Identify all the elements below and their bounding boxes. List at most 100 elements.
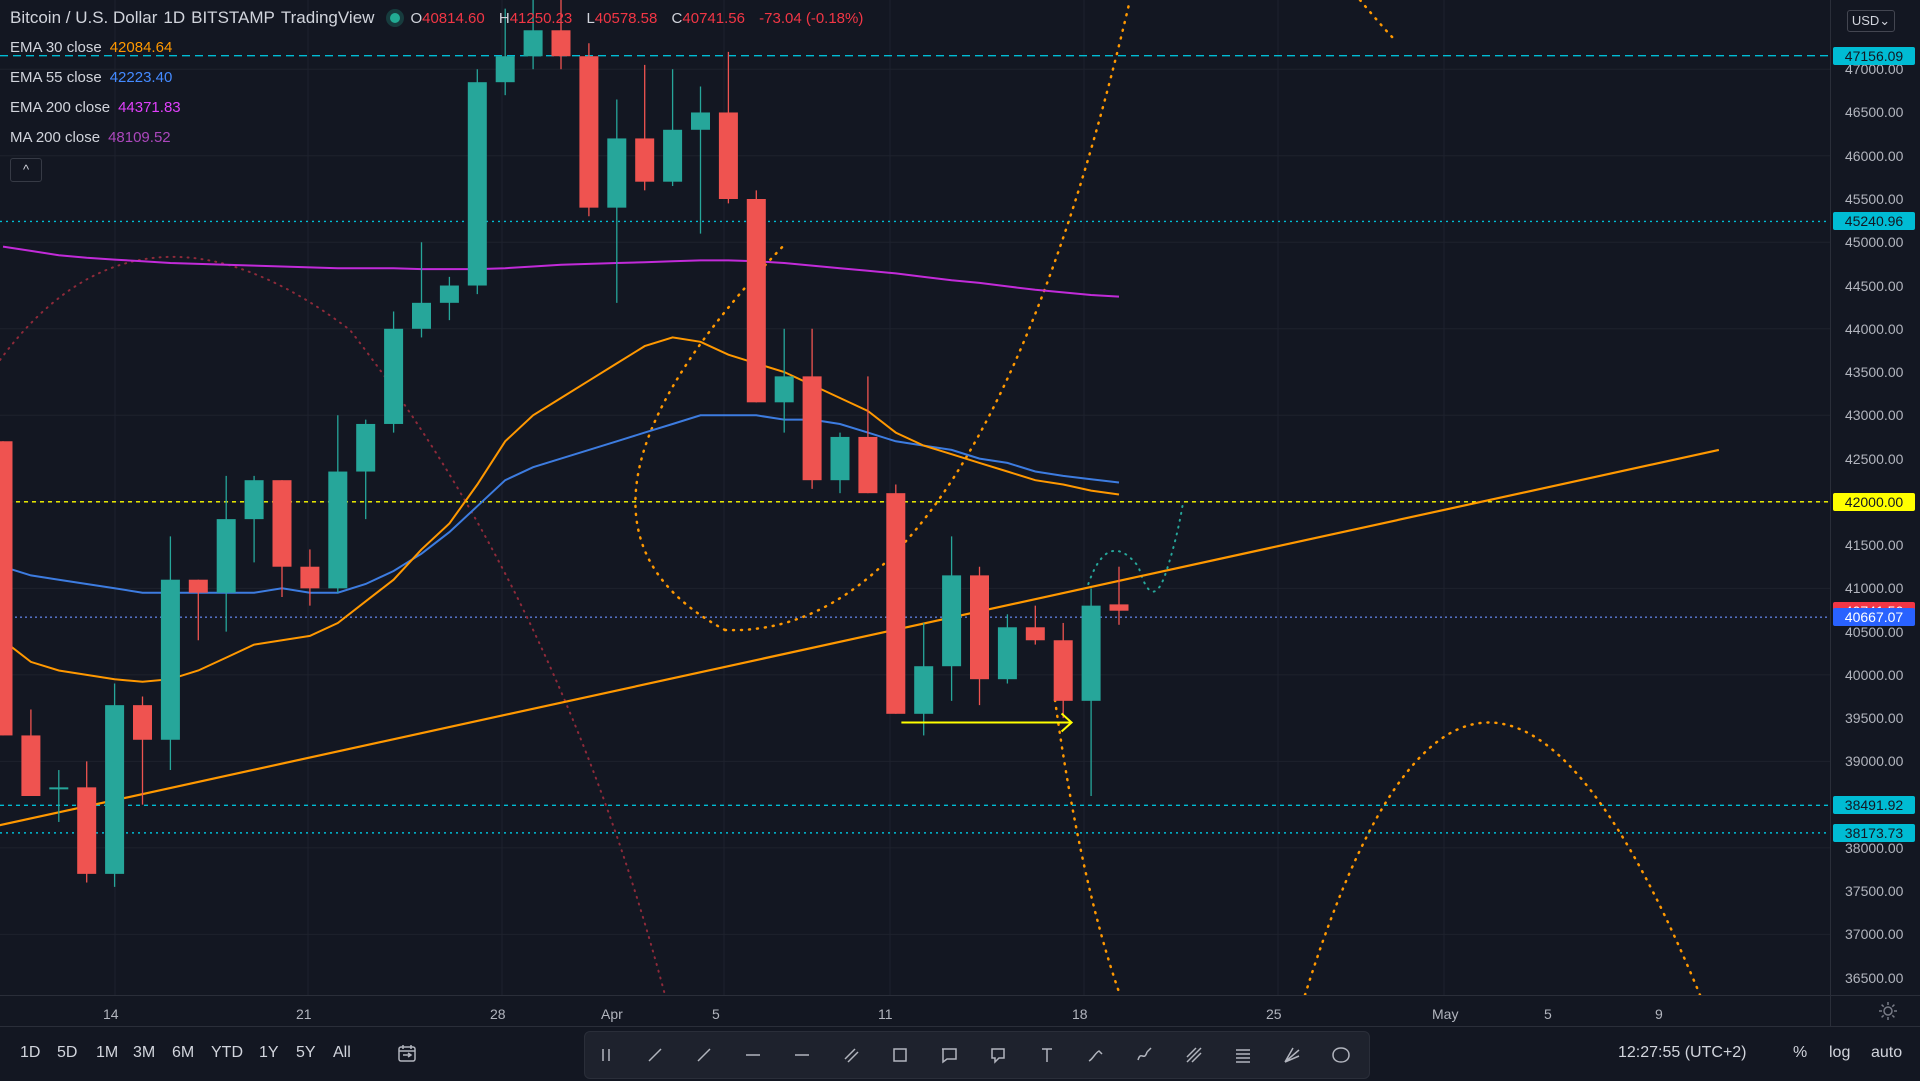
chart-pane[interactable]: Bitcoin / U.S. Dollar 1D BITSTAMP Tradin…	[0, 0, 1830, 995]
callout-icon[interactable]	[932, 1038, 966, 1072]
candle-body	[1081, 605, 1101, 701]
dotted-arc-drawing	[1303, 721, 1702, 995]
currency-label: USD	[1851, 13, 1880, 28]
price-tick-label: 42500.00	[1845, 450, 1904, 467]
horizontal-ray-icon[interactable]	[736, 1038, 770, 1072]
candle-body	[1025, 627, 1045, 641]
time-tick-label: 18	[1072, 1006, 1088, 1022]
price-tick-label: 39500.00	[1845, 710, 1904, 727]
candle-body	[830, 436, 850, 481]
price-chart[interactable]	[0, 0, 1830, 995]
time-tick-label: May	[1432, 1006, 1459, 1022]
text-icon[interactable]	[1030, 1038, 1064, 1072]
comment-icon[interactable]	[981, 1038, 1015, 1072]
price-tick-label: 40500.00	[1845, 623, 1904, 640]
candle-body	[886, 493, 906, 714]
gann-fan-icon[interactable]	[1275, 1038, 1309, 1072]
dotted-arc-drawing	[0, 255, 666, 995]
price-level-badge: 45240.96	[1833, 212, 1915, 231]
time-axis[interactable]: 14 21 28 Apr 5 11 18 25 May 5 9	[0, 995, 1830, 1026]
price-axis[interactable]: 47000.00 46500.00 46000.00 45500.00 45000.00…	[1830, 0, 1920, 995]
candle-body	[970, 575, 989, 680]
symbol-title-row: Bitcoin / U.S. Dollar 1D BITSTAMP Tradin…	[10, 8, 879, 28]
chart-legend: Bitcoin / U.S. Dollar 1D BITSTAMP Tradin…	[10, 8, 879, 182]
currency-selector[interactable]: USD⌄	[1847, 10, 1895, 32]
candle-body	[412, 302, 431, 329]
low-value: 40578.58	[594, 9, 658, 27]
candle-body	[774, 376, 794, 403]
rectangle-icon[interactable]	[883, 1038, 917, 1072]
fib-levels-icon[interactable]	[1226, 1038, 1260, 1072]
clock[interactable]: 12:27:55 (UTC+2)	[1618, 1044, 1747, 1061]
price-tick-label: 40000.00	[1845, 666, 1904, 683]
time-tick-label: 28	[490, 1006, 506, 1022]
indicator-ema30[interactable]: EMA 30 close 42084.64	[10, 39, 879, 58]
high-value: 41250.23	[509, 9, 573, 27]
time-tick-label: 21	[296, 1006, 312, 1022]
price-level-badge: 47156.09	[1833, 46, 1915, 65]
timeframe-button-1d[interactable]: 1D	[20, 1044, 41, 1061]
candle-body	[216, 519, 236, 593]
collapse-legend-button[interactable]: ^	[10, 158, 42, 182]
candle-body	[607, 138, 627, 208]
log-scale-button[interactable]: log	[1829, 1044, 1851, 1061]
interval-label[interactable]: 1D	[163, 8, 186, 27]
brush-icon[interactable]	[1079, 1038, 1113, 1072]
candle-body	[328, 471, 348, 589]
candle-body	[0, 441, 13, 736]
price-level-badge: 42000.00	[1833, 492, 1915, 511]
high-label: H	[498, 9, 510, 27]
date-range-icon[interactable]	[396, 1043, 418, 1065]
parallel-channel-icon[interactable]	[834, 1038, 868, 1072]
timeframe-button-3m[interactable]: 3M	[133, 1044, 156, 1061]
price-tick-label: 36500.00	[1845, 969, 1904, 986]
timeframe-button-6m[interactable]: 6M	[172, 1044, 195, 1061]
candle-body	[718, 112, 738, 199]
percent-scale-button[interactable]: %	[1793, 1044, 1808, 1061]
candle-body	[746, 199, 766, 403]
indicator-ema200[interactable]: EMA 200 close 44371.83	[10, 99, 879, 118]
price-tick-label: 45000.00	[1845, 234, 1904, 251]
candle-body	[356, 423, 376, 472]
dotted-arc-drawing	[723, 0, 1132, 632]
indicator-ma200[interactable]: MA 200 close 48109.52	[10, 129, 879, 148]
settings-corner[interactable]	[1830, 995, 1920, 1026]
candle-body	[77, 787, 97, 874]
candle-body	[272, 480, 292, 567]
auto-scale-button[interactable]: auto	[1871, 1044, 1903, 1061]
timeframe-button-1m[interactable]: 1M	[96, 1044, 119, 1061]
candle-body	[523, 30, 543, 57]
ellipse-icon[interactable]	[1324, 1038, 1358, 1072]
dotted-arc-drawing	[1358, 0, 1397, 42]
candle-body	[105, 705, 125, 874]
price-level-badge: 40667.07	[1833, 608, 1915, 627]
horizontal-line-icon[interactable]	[785, 1038, 819, 1072]
price-tick-label: 46000.00	[1845, 147, 1904, 164]
low-label: L	[586, 9, 595, 27]
candle-body	[802, 376, 822, 481]
fib-retracement-icon[interactable]	[1177, 1038, 1211, 1072]
market-status-icon	[390, 13, 401, 23]
symbol-name[interactable]: Bitcoin / U.S. Dollar	[10, 8, 158, 27]
gear-icon[interactable]	[1878, 1001, 1898, 1021]
ray-icon[interactable]	[687, 1038, 721, 1072]
candle-body	[384, 328, 404, 424]
price-tick-label: 37500.00	[1845, 883, 1904, 900]
price-level-badge: 38173.73	[1833, 823, 1915, 842]
trend-line-icon[interactable]	[638, 1038, 672, 1072]
curve-icon[interactable]	[1128, 1038, 1162, 1072]
candle-body	[691, 112, 710, 130]
indicator-value: 42223.40	[109, 69, 173, 86]
indicator-ema55[interactable]: EMA 55 close 42223.40	[10, 69, 879, 88]
price-tick-label: 45500.00	[1845, 191, 1904, 207]
close-value: 40741.56	[682, 9, 745, 27]
timeframe-button-5y[interactable]: 5Y	[296, 1044, 316, 1061]
timeframe-button-5d[interactable]: 5D	[57, 1044, 78, 1061]
timeframe-button-all[interactable]: All	[333, 1044, 351, 1061]
candle-body	[49, 787, 69, 790]
price-tick-label: 47000.00	[1845, 61, 1904, 78]
timeframe-button-1y[interactable]: 1Y	[259, 1044, 279, 1061]
drag-handle-icon[interactable]	[589, 1038, 623, 1072]
price-tick-label: 43500.00	[1845, 364, 1904, 381]
timeframe-button-ytd[interactable]: YTD	[211, 1044, 243, 1061]
